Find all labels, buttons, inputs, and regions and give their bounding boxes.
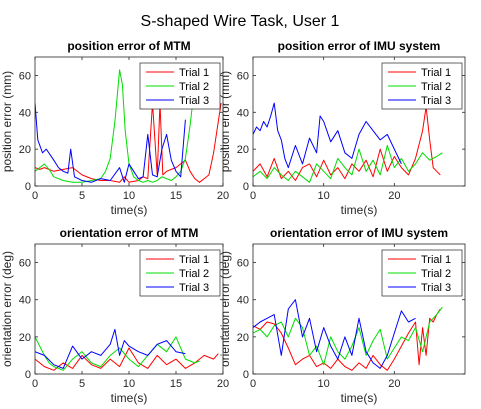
- x-tick-label: 10: [318, 190, 330, 202]
- legend-label: Trial 1: [421, 67, 451, 79]
- x-tick-label: 5: [79, 378, 85, 390]
- series-line-trial-3: [253, 299, 416, 369]
- x-tick-label: 20: [388, 190, 400, 202]
- chart-panel-1: position error of MTM 0 5 10 15 20 0 20 40 60 time…: [0, 39, 229, 217]
- x-tick-label: 10: [123, 190, 135, 202]
- legend-label: Trial 2: [179, 268, 209, 280]
- x-axis-label: time(s): [111, 203, 148, 217]
- x-tick-label: 5: [79, 190, 85, 202]
- legend-label: Trial 1: [421, 254, 451, 266]
- y-tick-label: 60: [19, 258, 31, 270]
- chart-panel-2: position error of IMU system 0 10 20 0 20 40 60…: [218, 39, 466, 217]
- chart-title: position error of MTM: [67, 39, 190, 53]
- x-tick-label: 20: [217, 378, 229, 390]
- x-tick-label: 0: [250, 190, 256, 202]
- legend: Trial 1 Trial 2 Trial 3: [381, 62, 463, 110]
- figure-title: S-shaped Wire Task, User 1: [141, 13, 340, 30]
- y-tick-label: 0: [25, 369, 31, 381]
- legend-label: Trial 2: [421, 81, 451, 93]
- x-tick-label: 15: [170, 378, 182, 390]
- y-tick-label: 40: [237, 295, 249, 307]
- y-tick-label: 20: [19, 144, 31, 156]
- y-tick-label: 20: [19, 332, 31, 344]
- x-tick-label: 15: [170, 190, 182, 202]
- legend-label: Trial 3: [179, 95, 209, 107]
- axes-box: [252, 56, 466, 187]
- y-tick-label: 60: [237, 70, 249, 82]
- chart-title: position error of IMU system: [278, 39, 441, 53]
- series-line-trial-1: [35, 347, 219, 371]
- legend-label: Trial 1: [179, 67, 209, 79]
- y-tick-label: 0: [243, 181, 249, 193]
- legend-label: Trial 2: [421, 268, 451, 280]
- y-tick-label: 60: [237, 258, 249, 270]
- x-tick-label: 0: [32, 378, 38, 390]
- y-tick-label: 60: [19, 70, 31, 82]
- series-line-trial-3: [35, 103, 186, 183]
- y-tick-label: 40: [19, 107, 31, 119]
- x-tick-label: 0: [250, 378, 256, 390]
- x-tick-label: 20: [388, 378, 400, 390]
- series-line-trial-2: [253, 145, 443, 183]
- x-axis-label: time(s): [111, 391, 148, 405]
- series-line-trial-1: [253, 106, 441, 181]
- chart-panel-4: orientation error of IMU system 0 10 20 0 20 4…: [218, 226, 466, 405]
- legend: Trial 1 Trial 2 Trial 3: [381, 249, 463, 297]
- y-tick-label: 20: [237, 332, 249, 344]
- y-tick-label: 40: [237, 107, 249, 119]
- chart-title: orientation error of IMU system: [270, 226, 448, 240]
- chart-title: orientation error of MTM: [60, 226, 199, 240]
- legend-label: Trial 2: [179, 81, 209, 93]
- y-axis-label: position error (mm): [0, 71, 14, 172]
- series-line-trial-2: [35, 336, 200, 371]
- axes-box: [252, 243, 466, 375]
- y-tick-label: 0: [243, 369, 249, 381]
- legend-label: Trial 3: [421, 95, 451, 107]
- series-line-trial-3: [35, 328, 186, 369]
- series-line-trial-1: [253, 308, 441, 371]
- y-axis-label: position error (mm): [218, 71, 232, 172]
- legend-label: Trial 3: [421, 282, 451, 294]
- series-lines: [253, 102, 443, 183]
- legend: Trial 1 Trial 2 Trial 3: [139, 62, 221, 110]
- y-axis-label: orientation error (deg): [218, 251, 232, 367]
- x-tick-label: 10: [318, 378, 330, 390]
- x-tick-label: 0: [32, 190, 38, 202]
- series-line-trial-2: [35, 69, 200, 183]
- legend: Trial 1 Trial 2 Trial 3: [139, 249, 221, 297]
- legend-label: Trial 3: [179, 282, 209, 294]
- series-lines: [253, 299, 443, 371]
- y-tick-label: 20: [237, 144, 249, 156]
- series-line-trial-3: [253, 102, 402, 169]
- y-tick-label: 40: [19, 295, 31, 307]
- y-axis-label: orientation error (deg): [0, 251, 14, 367]
- y-tick-label: 0: [25, 181, 31, 193]
- x-tick-label: 20: [217, 190, 229, 202]
- x-axis-label: time(s): [341, 391, 378, 405]
- chart-panel-3: orientation error of MTM 0 5 10 15 20 0 20 40 60 t…: [0, 226, 229, 405]
- series-lines: [35, 328, 219, 371]
- x-tick-label: 10: [123, 378, 135, 390]
- legend-label: Trial 1: [179, 254, 209, 266]
- x-axis-label: time(s): [341, 203, 378, 217]
